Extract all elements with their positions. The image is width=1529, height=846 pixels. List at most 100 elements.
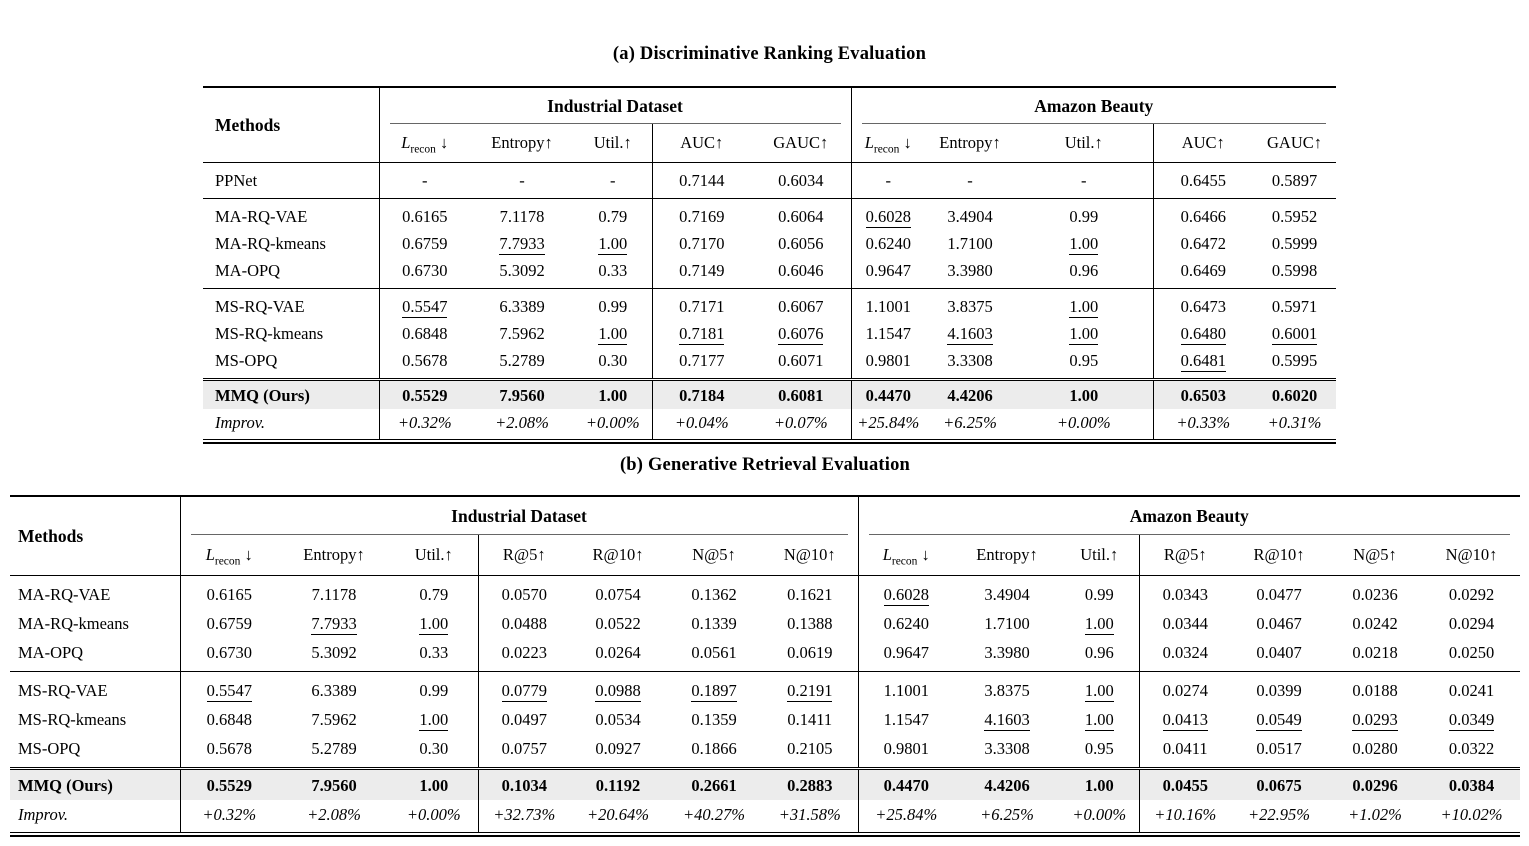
caption-table-a: (a) Discriminative Ranking Evaluation <box>612 44 927 64</box>
underlined-value: 0.6076 <box>778 324 824 345</box>
value-cell: +22.95% <box>1247 805 1310 824</box>
value-cell: 0.6076 <box>751 320 851 347</box>
value-cell: 6.3389 <box>311 681 357 700</box>
column-header: Util.↑ <box>414 545 453 564</box>
value-cell: 0.9801 <box>850 347 925 379</box>
value-cell: 0.0619 <box>787 643 833 662</box>
column-header: Util.↑ <box>1080 545 1119 564</box>
value-cell: 1.1547 <box>850 320 925 347</box>
value-cell: +6.25% <box>943 413 997 432</box>
value-cell: 0.1897 <box>666 672 762 706</box>
value-cell: 0.6020 <box>1253 380 1336 409</box>
underlined-value: 7.7933 <box>499 234 545 255</box>
value-cell: 5.2789 <box>311 739 357 758</box>
value-cell: 1.1001 <box>857 671 954 705</box>
value-cell: 0.2191 <box>762 672 858 706</box>
value-cell: 1.1001 <box>850 288 925 320</box>
value-cell: 0.7169 <box>651 198 751 230</box>
column-header: Entropy↑ <box>939 133 1001 152</box>
column-header: Lrecon ↓ <box>179 535 278 576</box>
value-cell: 0.0280 <box>1352 739 1398 758</box>
value-cell: 3.3980 <box>984 643 1030 662</box>
rule-row <box>10 767 1520 770</box>
value-cell: 7.1178 <box>499 207 545 226</box>
value-cell: +2.08% <box>495 413 549 432</box>
underlined-value: 7.7933 <box>311 614 357 635</box>
value-cell: 0.6730 <box>179 638 278 672</box>
value-cell: 0.0488 <box>477 609 570 638</box>
methods-column-header: Methods <box>215 114 281 135</box>
value-cell: 0.6240 <box>850 230 925 257</box>
underlined-value: 0.6028 <box>865 207 911 228</box>
value-cell: 0.6064 <box>778 207 824 226</box>
value-cell: 0.5678 <box>378 347 470 379</box>
value-cell: 0.0223 <box>477 638 570 672</box>
value-cell: +20.64% <box>586 805 649 824</box>
value-cell: 1.00 <box>390 705 478 734</box>
group-header-row: Methods Industrial Dataset Amazon Beauty <box>10 496 1520 546</box>
underlined-value: 0.0779 <box>501 681 547 702</box>
column-header: GAUC↑ <box>1266 133 1322 152</box>
value-cell: 0.0349 <box>1423 705 1520 734</box>
value-cell: 0.0407 <box>1256 643 1302 662</box>
value-cell: 0.0296 <box>1327 769 1423 800</box>
value-cell: 4.4206 <box>925 380 1015 409</box>
value-cell: 0.6730 <box>378 257 470 289</box>
value-cell: +0.00% <box>585 413 640 432</box>
dataset-group-label: Amazon Beauty <box>868 503 1510 535</box>
method-cell: MA-RQ-kmeans <box>18 614 129 633</box>
underlined-value: 0.0988 <box>595 681 641 702</box>
dataset-group-header: Amazon Beauty <box>850 87 1336 124</box>
value-cell: 0.6480 <box>1152 320 1253 347</box>
value-cell: 0.6472 <box>1152 230 1253 257</box>
value-cell: 0.6240 <box>857 609 954 638</box>
value-cell: 0.0754 <box>595 585 641 604</box>
underlined-value: 4.1603 <box>947 324 993 345</box>
table-row: MS-RQ-kmeans 0.6848 7.5962 1.00 0.0497 0.0534… <box>10 705 1520 734</box>
underlined-value: 0.6028 <box>883 585 929 606</box>
math-variable: L <box>864 133 874 152</box>
table-row: MS-RQ-VAE 0.5547 6.3389 0.99 0.7171 0.6067 1.1… <box>203 288 1336 320</box>
column-header: N@10↑ <box>1445 545 1498 564</box>
underlined-value: 0.2191 <box>787 681 833 702</box>
value-cell: 0.6503 <box>1152 380 1253 409</box>
value-cell: 0.6466 <box>1152 198 1253 230</box>
value-cell: 4.4206 <box>954 769 1060 800</box>
subscript: recon <box>214 555 241 568</box>
math-variable: L <box>401 133 411 152</box>
value-cell: 0.30 <box>598 351 628 370</box>
value-cell: 0.0292 <box>1448 585 1495 604</box>
value-cell: +10.16% <box>1138 800 1231 833</box>
value-cell: 1.00 <box>574 230 652 257</box>
value-cell: 0.9801 <box>857 734 954 768</box>
value-cell: 1.00 <box>1015 320 1153 347</box>
value-cell: +0.32% <box>179 800 278 833</box>
dataset-group-header: Industrial Dataset <box>378 87 851 124</box>
math-variable: L <box>882 545 892 564</box>
value-cell: +1.02% <box>1348 805 1402 824</box>
value-cell: 0.6759 <box>179 609 278 638</box>
value-cell: 0.95 <box>1069 351 1099 370</box>
value-cell: 0.4470 <box>857 769 954 800</box>
value-cell: 0.0477 <box>1256 585 1302 604</box>
value-cell: 0.6001 <box>1253 320 1336 347</box>
dataset-group-label: Industrial Dataset <box>190 503 848 535</box>
metric-header-row: Lrecon ↓ Entropy↑ Util.↑ AUC↑ GAUC↑ Lrecon ↓ E… <box>203 124 1336 163</box>
table-row: MMQ (Ours) 0.5529 7.9560 1.00 0.1034 0.1192 0.… <box>10 769 1520 800</box>
value-cell: 0.0294 <box>1448 614 1495 633</box>
column-header: R@10↑ <box>592 545 644 564</box>
value-cell: 0.6081 <box>751 380 851 409</box>
value-cell: 0.79 <box>598 207 628 226</box>
bottom-rule-group <box>203 439 1336 444</box>
value-cell: 1.7100 <box>984 614 1030 633</box>
value-cell: 7.9560 <box>470 380 574 409</box>
column-header: Util.↑ <box>1064 133 1103 152</box>
value-cell: 5.3092 <box>311 643 357 662</box>
method-cell: MS-RQ-kmeans <box>215 324 324 343</box>
column-header: R@5↑ <box>477 535 570 576</box>
value-cell: +25.84% <box>850 409 925 440</box>
value-cell: +2.08% <box>307 805 361 824</box>
value-cell: - <box>1081 171 1087 190</box>
dataset-group-header: Amazon Beauty <box>857 496 1520 535</box>
method-cell: Improv. <box>215 413 265 432</box>
